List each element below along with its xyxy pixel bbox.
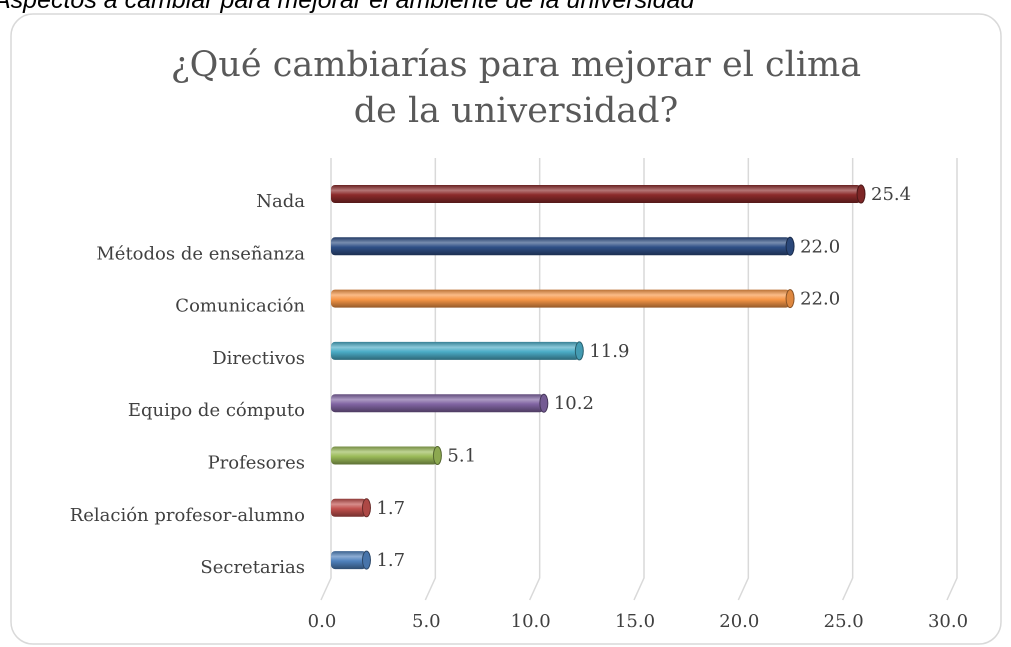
data-label: 22.0 (800, 289, 840, 310)
bar (331, 289, 791, 308)
bar (331, 341, 580, 360)
x-tick-label: 0.0 (308, 611, 337, 632)
data-label: 22.0 (800, 236, 840, 257)
bar-cap (361, 550, 371, 570)
bar-cap (361, 498, 371, 518)
y-tick-label: Directivos (212, 348, 305, 369)
bar (331, 498, 367, 517)
bar (331, 185, 862, 203)
bar (331, 237, 791, 256)
data-label: 1.7 (376, 550, 405, 571)
bar (331, 394, 544, 413)
bar-cap (539, 393, 549, 413)
bar-cap (785, 236, 795, 256)
caption: Aspectos a cambiar para mejorar el ambie… (0, 0, 695, 14)
bar-cap (574, 341, 584, 361)
y-tick-label: Nada (256, 191, 305, 212)
grid-line (841, 158, 854, 601)
x-tick-label: 20.0 (719, 611, 759, 632)
bar (331, 551, 367, 570)
x-tick-label: 10.0 (511, 611, 551, 632)
data-label: 25.4 (871, 184, 911, 205)
chart-title: ¿Qué cambiarías para mejorar el clima de… (170, 45, 862, 131)
y-tick-label: Profesores (208, 453, 305, 474)
data-label: 11.9 (589, 341, 629, 362)
x-tick-label: 5.0 (412, 611, 441, 632)
chart-frame (10, 13, 1002, 645)
grid-line (946, 158, 958, 601)
bar (331, 446, 438, 465)
bar-cap (856, 184, 866, 204)
x-tick-label: 30.0 (928, 611, 968, 632)
data-label: 1.7 (376, 498, 405, 519)
data-label: 5.1 (447, 446, 476, 467)
y-tick-label: Métodos de enseñanza (96, 243, 305, 264)
y-tick-label: Relación profesor-alumno (70, 505, 305, 526)
data-label: 10.2 (554, 393, 594, 414)
x-tick-label: 25.0 (824, 611, 864, 632)
y-tick-label: Secretarias (200, 557, 305, 578)
bar-cap (785, 289, 795, 309)
y-tick-label: Comunicación (175, 296, 305, 317)
y-tick-label: Equipo de cómputo (128, 400, 305, 421)
x-tick-label: 15.0 (615, 611, 655, 632)
bar-cap (432, 446, 442, 465)
